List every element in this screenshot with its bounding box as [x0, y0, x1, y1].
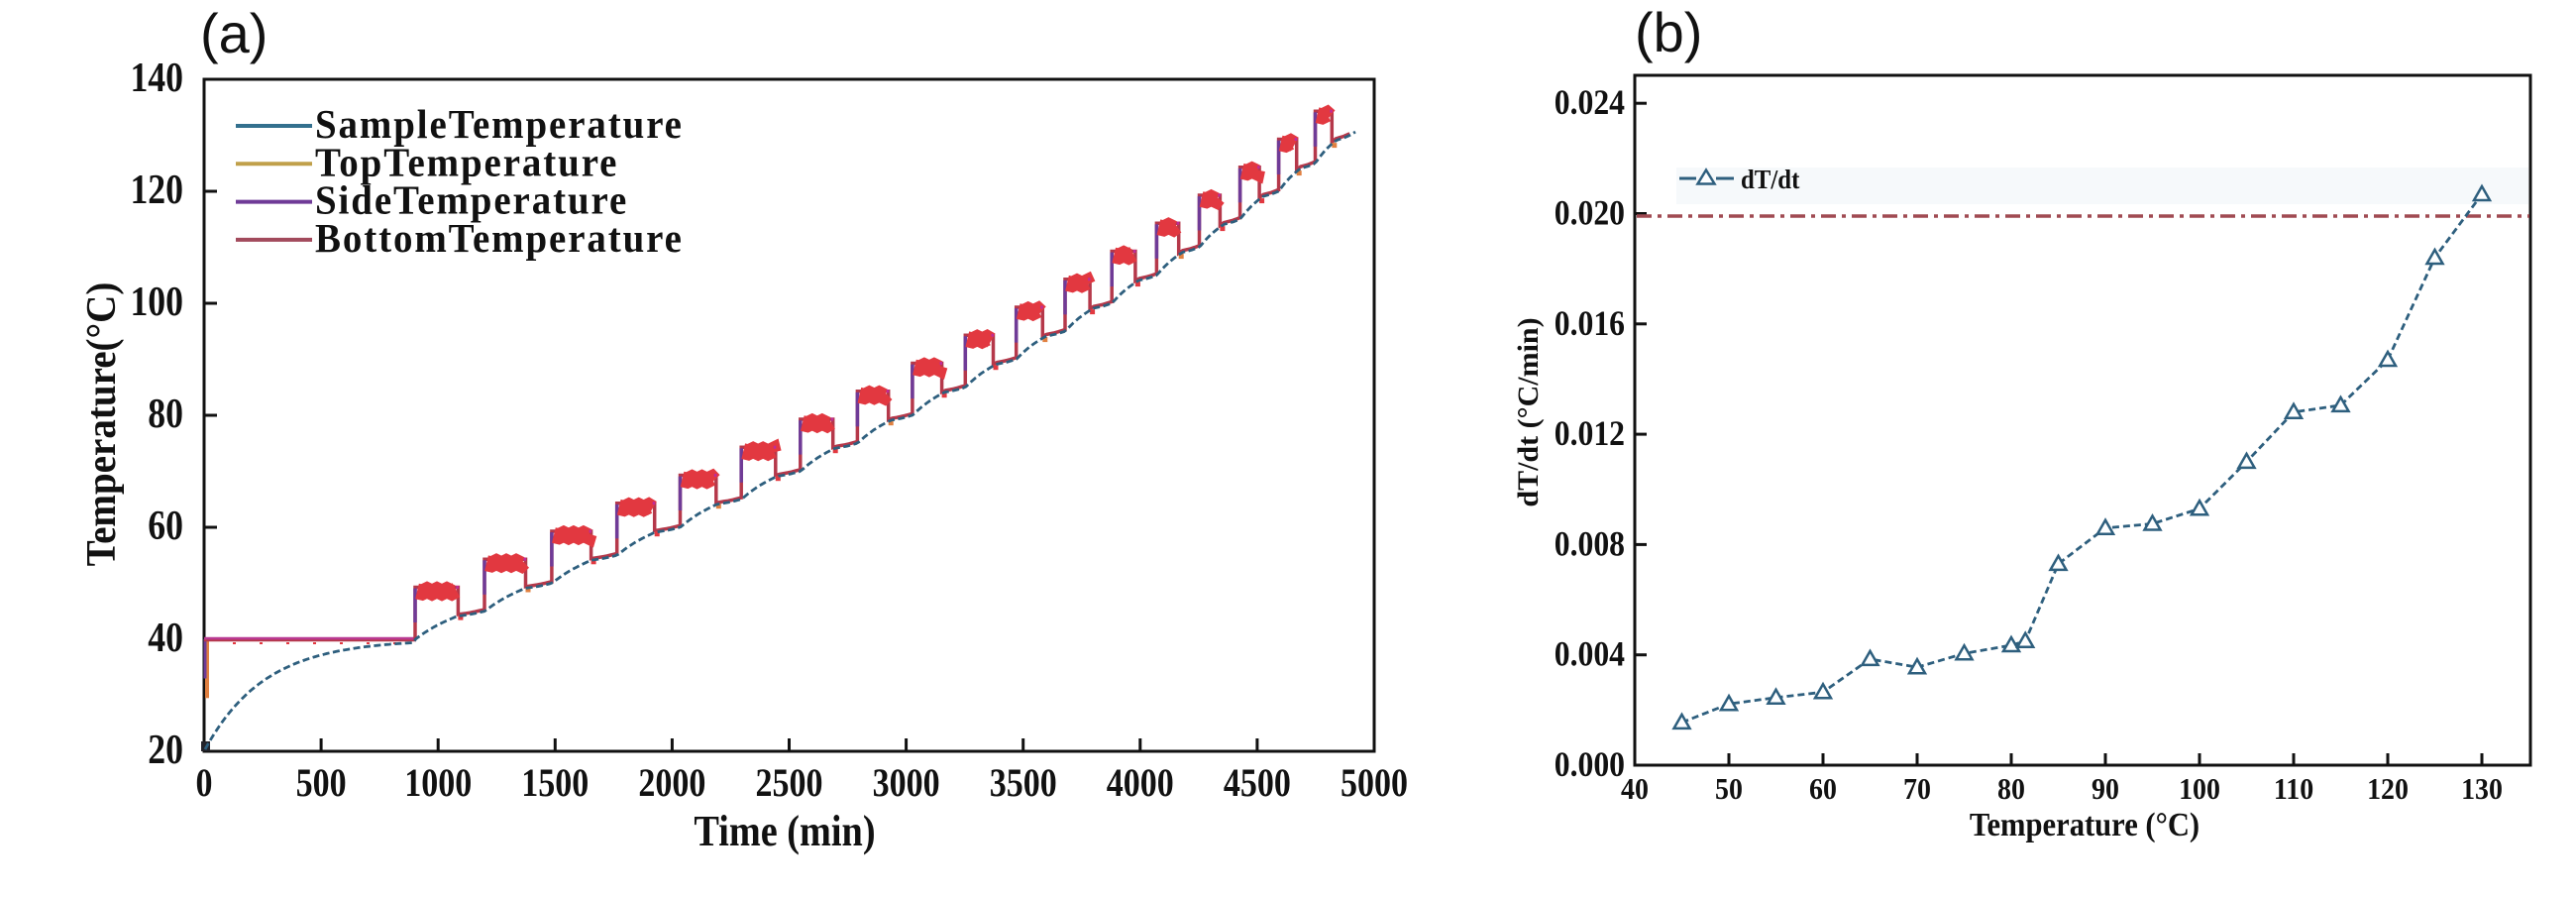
- svg-text:0.000: 0.000: [1555, 745, 1625, 784]
- svg-text:3500: 3500: [990, 762, 1057, 806]
- svg-text:2000: 2000: [638, 762, 705, 806]
- svg-text:SampleTemperature: SampleTemperature: [315, 101, 684, 147]
- svg-text:130: 130: [2461, 773, 2503, 807]
- svg-text:Temperature (°C): Temperature (°C): [1970, 806, 2200, 843]
- svg-text:Time (min): Time (min): [694, 807, 875, 856]
- svg-text:60: 60: [148, 503, 183, 548]
- svg-text:1500: 1500: [521, 762, 589, 806]
- svg-text:60: 60: [1809, 773, 1837, 807]
- svg-text:SideTemperature: SideTemperature: [315, 177, 628, 223]
- svg-text:40: 40: [148, 615, 183, 660]
- svg-text:140: 140: [130, 55, 183, 100]
- svg-text:50: 50: [1715, 773, 1743, 807]
- svg-text:80: 80: [1997, 773, 2025, 807]
- svg-text:2500: 2500: [756, 762, 823, 806]
- svg-text:dT/dt: dT/dt: [1741, 165, 1800, 194]
- svg-text:120: 120: [2367, 773, 2409, 807]
- svg-text:90: 90: [2092, 773, 2119, 807]
- svg-text:3000: 3000: [873, 762, 940, 806]
- svg-text:100: 100: [130, 279, 183, 324]
- svg-text:500: 500: [296, 762, 347, 806]
- svg-text:0: 0: [195, 762, 212, 806]
- svg-text:4000: 4000: [1107, 762, 1174, 806]
- svg-text:5000: 5000: [1341, 762, 1408, 806]
- svg-text:0.012: 0.012: [1555, 414, 1625, 453]
- svg-text:dT/dt (°C/min): dT/dt (°C/min): [1512, 317, 1545, 506]
- svg-text:0.008: 0.008: [1555, 525, 1625, 564]
- svg-text:0.024: 0.024: [1555, 83, 1625, 122]
- svg-text:1000: 1000: [404, 762, 472, 806]
- svg-text:(b): (b): [1635, 1, 1702, 63]
- svg-text:Temperature(°C): Temperature(°C): [78, 282, 125, 567]
- svg-text:TopTemperature: TopTemperature: [315, 139, 618, 184]
- svg-text:BottomTemperature: BottomTemperature: [315, 215, 684, 261]
- svg-text:100: 100: [2179, 773, 2220, 807]
- svg-text:(a): (a): [200, 2, 268, 64]
- svg-text:0.020: 0.020: [1555, 194, 1625, 233]
- svg-text:20: 20: [148, 727, 183, 772]
- svg-text:110: 110: [2274, 773, 2313, 807]
- svg-text:0.016: 0.016: [1555, 304, 1625, 343]
- svg-text:40: 40: [1621, 773, 1649, 807]
- svg-text:120: 120: [130, 167, 183, 212]
- svg-text:0.004: 0.004: [1555, 635, 1625, 674]
- svg-text:80: 80: [148, 391, 183, 436]
- svg-text:4500: 4500: [1224, 762, 1291, 806]
- svg-text:70: 70: [1903, 773, 1931, 807]
